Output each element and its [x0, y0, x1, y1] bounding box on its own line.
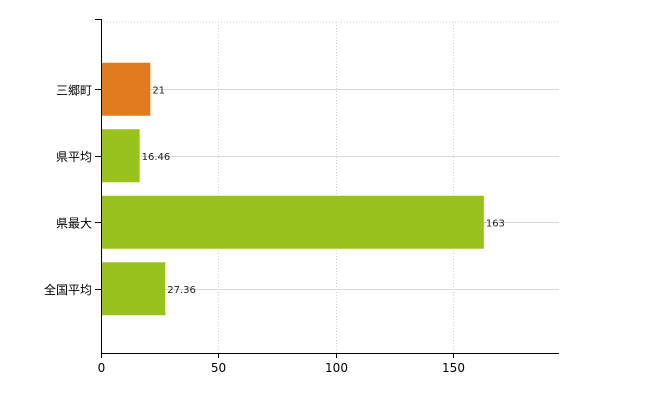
bars — [101, 62, 484, 316]
x-tick-label: 0 — [98, 361, 106, 375]
data-label: 21 — [152, 85, 165, 96]
bar — [101, 62, 151, 116]
x-tick-label: 100 — [325, 361, 348, 375]
x-tick-label: 50 — [211, 361, 226, 375]
grid-lines — [101, 21, 559, 353]
category-label: 県最大 — [56, 216, 92, 230]
bar — [101, 129, 140, 183]
axes — [95, 19, 559, 358]
data-label: 16.46 — [142, 152, 171, 163]
category-label: 三郷町 — [56, 83, 92, 97]
category-label: 全国平均 — [44, 282, 92, 297]
data-label: 27.36 — [167, 285, 196, 296]
category-label: 県平均 — [56, 150, 92, 164]
bar — [101, 195, 484, 249]
data-label: 163 — [486, 218, 505, 229]
x-tick-label: 150 — [442, 361, 465, 375]
bar — [101, 262, 166, 316]
